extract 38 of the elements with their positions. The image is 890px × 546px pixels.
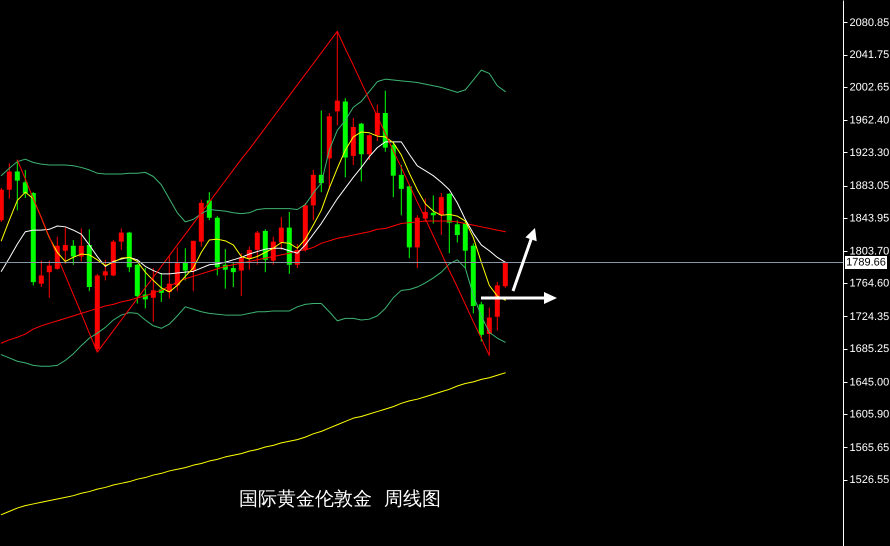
candlestick bbox=[398, 164, 404, 216]
y-tick-label: 1923.30 bbox=[850, 146, 890, 159]
ref-line-label: 1789.66 bbox=[846, 256, 886, 269]
line-series bbox=[0, 372, 506, 516]
candlestick bbox=[254, 230, 260, 266]
y-tick-label: 1605.90 bbox=[850, 408, 890, 421]
candlestick bbox=[38, 260, 44, 288]
y-tick-label: 1724.35 bbox=[850, 310, 890, 323]
y-tick-label: 1645.00 bbox=[850, 376, 890, 388]
candlestick bbox=[70, 240, 76, 266]
y-tick-label: 2041.75 bbox=[850, 49, 890, 62]
y-tick-label: 2080.85 bbox=[850, 16, 890, 29]
y-tick-label: 1962.40 bbox=[850, 114, 890, 127]
candlestick bbox=[46, 260, 52, 298]
candlestick bbox=[230, 262, 236, 288]
candlestick bbox=[102, 259, 108, 281]
y-tick-label: 1764.60 bbox=[850, 278, 890, 290]
candlestick bbox=[430, 194, 436, 224]
candlestick bbox=[62, 227, 68, 264]
y-tick-label: 1685.25 bbox=[850, 343, 890, 356]
candlestick bbox=[278, 216, 284, 250]
candlestick bbox=[118, 228, 124, 250]
candlestick bbox=[366, 134, 372, 161]
y-tick-label: 1883.05 bbox=[850, 180, 890, 192]
candlestick bbox=[454, 220, 460, 243]
candlestick bbox=[6, 162, 12, 200]
candlestick bbox=[14, 160, 20, 211]
line-series bbox=[0, 259, 506, 367]
candlestick bbox=[182, 248, 188, 281]
y-tick-label: 1843.95 bbox=[850, 212, 890, 224]
text: 国际黄金伦敦金 周线图 bbox=[238, 488, 442, 510]
y-tick-label: 2002.65 bbox=[850, 81, 890, 94]
y-tick-label: 1803.70 bbox=[850, 245, 890, 258]
candlestick bbox=[502, 260, 508, 288]
line-series bbox=[0, 70, 506, 222]
y-tick-label: 1526.55 bbox=[850, 474, 890, 486]
candlestick bbox=[374, 104, 380, 142]
y-tick-label: 1565.65 bbox=[850, 442, 890, 454]
